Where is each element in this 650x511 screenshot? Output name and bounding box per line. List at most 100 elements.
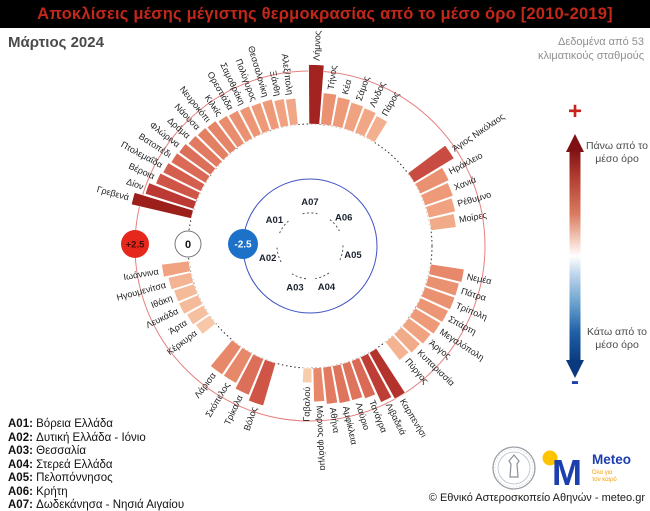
arrow-head-down	[566, 360, 584, 378]
station-bar-a01	[285, 97, 299, 127]
region-dash-arc	[339, 245, 344, 261]
station-bar-a01	[273, 98, 290, 128]
station-bar-a02	[186, 304, 210, 326]
station-bar-a01	[206, 120, 237, 155]
month-label: Μάρτιος 2024	[8, 34, 104, 51]
station-label: Αθήνα	[328, 407, 341, 434]
region-dash-arc	[291, 273, 307, 280]
ring-zero	[187, 123, 433, 369]
station-bar-a02	[195, 314, 217, 335]
station-label: Μόρνος φράγμα	[315, 405, 329, 470]
region-legend-code: A06:	[8, 485, 33, 498]
region-legend-code: A04:	[8, 458, 33, 471]
footer-logos: M Meteo Όλα για τον καιρό	[492, 446, 631, 492]
meteo-sun-icon	[542, 450, 558, 466]
station-bar-a06	[414, 167, 450, 195]
station-bar-a04	[368, 347, 406, 400]
region-code-label: A02	[259, 253, 276, 264]
station-bar-a07	[343, 101, 364, 133]
station-label: Ιθάκη	[150, 293, 174, 310]
badge-plus-2-5-label: +2.5	[126, 239, 145, 250]
region-code-label: A03	[286, 282, 303, 293]
station-bar-a04	[350, 357, 376, 400]
station-label: Ιωάννινα	[123, 266, 160, 282]
station-label: Βόλος	[242, 405, 260, 432]
station-bar-a04	[332, 363, 351, 404]
page-title: Αποκλίσεις μέσης μέγιστης θερμοκρασίας α…	[37, 4, 613, 23]
station-bar-a01	[170, 152, 211, 184]
station-label: Μοίρες	[458, 210, 488, 225]
station-bar-a01	[250, 102, 271, 135]
scale-plus-sign: +	[567, 98, 582, 125]
station-bar-a01	[239, 105, 262, 139]
scale-minus-sign: -	[571, 368, 579, 395]
region-legend-item: A01: Βόρεια Ελλάδα	[8, 418, 184, 432]
region-code-label: A05	[344, 250, 362, 261]
above-average-label: Πάνω από το μέσο όρο	[586, 140, 648, 165]
meteo-logo-text: Meteo	[592, 452, 631, 467]
region-dash-arc	[302, 212, 318, 215]
region-dash-arc	[315, 272, 330, 280]
station-label: Δίον	[125, 176, 145, 191]
station-label: Γρεβενά	[96, 184, 130, 202]
region-code-label: A07	[301, 197, 318, 208]
region-legend-name: Κρήτη	[32, 485, 68, 498]
station-bar-a07	[365, 115, 388, 143]
station-label: Τήνος	[326, 64, 339, 90]
region-legend-item: A06: Κρήτη	[8, 486, 184, 500]
station-bar-a01	[162, 162, 206, 192]
station-bar-a02	[167, 272, 194, 290]
station-bar-a01	[217, 115, 245, 149]
region-dash-arc	[279, 220, 289, 234]
region-legend-name: Στερεά Ελλάδα	[32, 458, 113, 471]
station-bar-a05	[384, 334, 410, 361]
station-bar-a07	[354, 107, 377, 138]
region-legend-name: Βόρεια Ελλάδα	[32, 418, 113, 430]
meteo-tagline-line2: τον καιρό	[592, 476, 617, 483]
station-bar-a05	[420, 286, 456, 311]
region-code-label: A04	[318, 282, 336, 293]
stations-count-label: Δεδομένα από 53 κλιματικούς σταθμούς	[537, 36, 644, 62]
station-label: Σάμος	[354, 74, 372, 102]
station-label: Γαβαλού	[301, 387, 312, 422]
station-label: Κέα	[340, 78, 353, 95]
station-bar-a03	[209, 339, 242, 376]
station-bar-a07	[308, 64, 325, 125]
station-bar-a01	[178, 143, 217, 176]
station-label: Άγιος Νικόλαος	[450, 111, 507, 154]
station-bar-a06	[428, 213, 457, 231]
station-bar-a02	[173, 283, 199, 303]
copyright-text: © Εθνικό Αστεροσκοπείο Αθηνών - meteo.gr	[428, 492, 645, 504]
station-label: Ρέθυμνο	[456, 189, 492, 208]
meteo-m-icon: M	[552, 452, 582, 492]
station-label: Πάτρα	[460, 286, 487, 303]
region-legend-code: A05:	[8, 472, 33, 485]
station-bar-a01	[155, 172, 201, 201]
arrow-head-up	[566, 134, 584, 152]
station-bar-a05	[408, 307, 442, 335]
region-legend-item: A03: Θεσσαλία	[8, 445, 184, 459]
station-label: Λήμνος	[312, 30, 323, 61]
below-average-label: Κάτω από το μέσο όρο	[587, 326, 647, 351]
region-legend-item: A07: Δωδεκάνησα - Νησιά Αιγαίου	[8, 499, 184, 511]
station-bar-a06	[407, 144, 455, 184]
badge-zero	[174, 230, 202, 258]
region-legend-item: A02: Δυτική Ελλάδα - Ιόνιο	[8, 432, 184, 446]
region-legend-code: A01:	[8, 418, 33, 430]
station-bar-a05	[428, 263, 465, 283]
region-legend-item: A04: Στερεά Ελλάδα	[8, 459, 184, 473]
station-bar-a06	[425, 197, 456, 219]
region-legend-code: A02:	[8, 431, 33, 444]
station-label: Τρίκαλα	[222, 394, 244, 427]
region-legend-code: A03:	[8, 445, 33, 458]
station-bar-a04	[302, 367, 313, 384]
station-bar-a04	[322, 365, 338, 405]
station-label: Χανιά	[452, 174, 477, 192]
station-bar-a01	[187, 135, 223, 168]
station-bar-a01	[144, 182, 197, 210]
badge-minus-2-5	[228, 229, 258, 259]
badge-plus-2-5	[121, 230, 149, 258]
badge-minus-2-5-label: -2.5	[234, 240, 252, 251]
